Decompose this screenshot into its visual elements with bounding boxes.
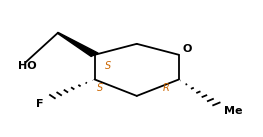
Text: HO: HO xyxy=(18,61,37,71)
Text: R: R xyxy=(162,83,169,93)
Text: F: F xyxy=(36,99,43,109)
Polygon shape xyxy=(57,33,98,56)
Text: S: S xyxy=(105,61,111,71)
Text: S: S xyxy=(97,83,103,93)
Text: Me: Me xyxy=(224,106,242,116)
Text: O: O xyxy=(182,44,191,54)
